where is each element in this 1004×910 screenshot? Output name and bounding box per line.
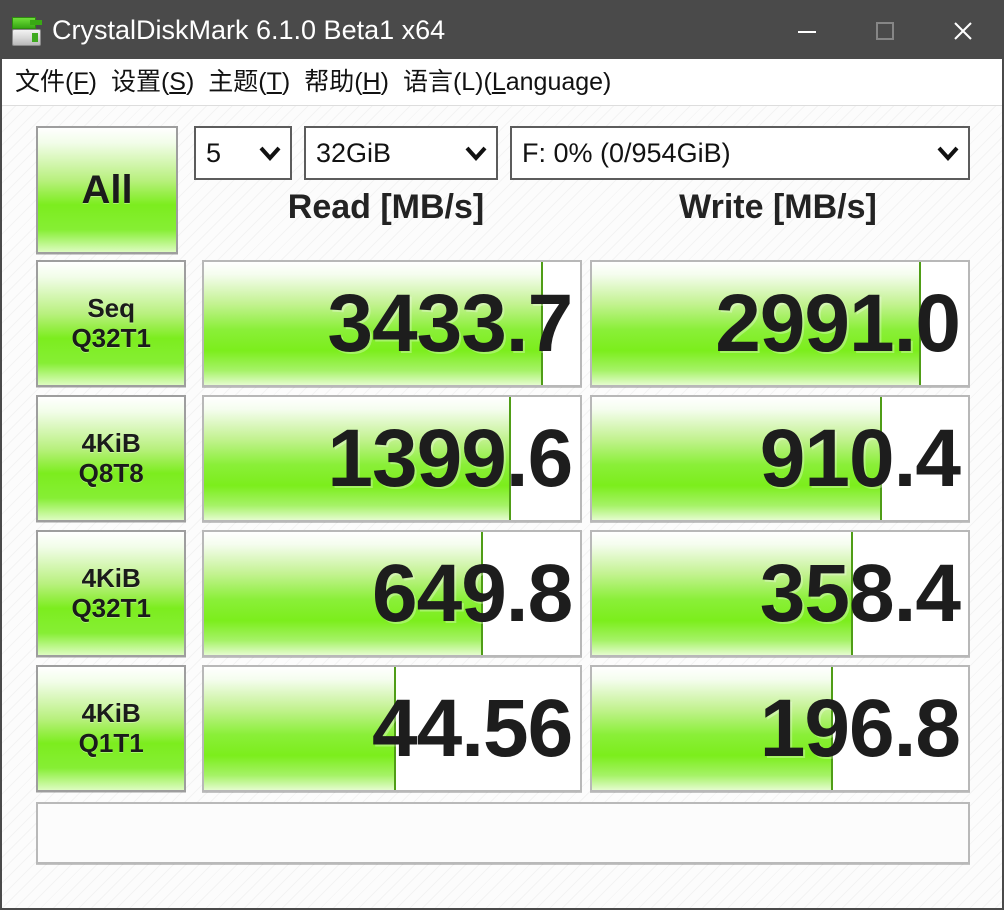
test-size-value: 32GiB [316, 137, 392, 168]
target-drive-value: F: 0% (0/954GiB) [522, 137, 731, 168]
result-bar-fill [204, 397, 511, 520]
result-read-seq-q32t1: 3433.7 [202, 260, 583, 387]
result-read-value: 1399.6 [327, 412, 573, 504]
menu-help-mnemonic: H [362, 67, 381, 96]
result-bar-fill [592, 397, 882, 520]
menu-item-settings[interactable]: 设置(S) [104, 68, 201, 97]
result-bar-fill [204, 262, 544, 385]
table-row: 4KiB Q1T1 44.56 196.8 [36, 665, 970, 792]
column-headers: Read [MB/s] Write [MB/s] [194, 188, 970, 227]
disk-drive-icon [10, 14, 44, 48]
menu-theme-post: ) [281, 67, 291, 96]
menu-help-post: ) [380, 67, 389, 96]
test-count-value: 5 [206, 137, 222, 168]
result-read-4kib-q32t1: 649.8 [202, 530, 583, 657]
test-button-4kib-q1t1[interactable]: 4KiB Q1T1 [36, 665, 187, 792]
result-write-value: 2991.0 [715, 277, 961, 369]
menu-file-pre: 文件( [15, 67, 74, 96]
row-label-line2: Q1T1 [78, 727, 144, 758]
row-label-line2: Q8T8 [78, 457, 144, 488]
main-content: All 5 32GiB [2, 106, 1002, 908]
table-row: 4KiB Q32T1 649.8 358.4 [36, 530, 970, 657]
row-label-line1: 4KiB [81, 427, 141, 458]
menu-item-help[interactable]: 帮助(H) [297, 68, 396, 97]
result-read-4kib-q8t8: 1399.6 [202, 395, 583, 522]
chevron-down-icon [936, 145, 960, 161]
result-read-4kib-q1t1: 44.56 [202, 665, 583, 792]
menu-settings-mnemonic: S [169, 67, 186, 96]
minimize-icon [798, 30, 816, 33]
header-read: Read [MB/s] [287, 188, 485, 226]
menu-help-pre: 帮助( [304, 67, 363, 96]
result-write-4kib-q1t1: 196.8 [590, 665, 970, 792]
result-write-4kib-q32t1: 358.4 [590, 530, 970, 657]
menu-theme-mnemonic: T [266, 67, 282, 96]
all-button-label: All [81, 167, 133, 212]
result-write-seq-q32t1: 2991.0 [590, 260, 970, 387]
result-read-value: 3433.7 [327, 277, 573, 369]
comment-input[interactable] [36, 802, 970, 864]
table-row: 4KiB Q8T8 1399.6 910.4 [36, 395, 970, 522]
result-write-value: 196.8 [759, 682, 961, 774]
menu-settings-post: ) [185, 67, 195, 96]
result-write-value: 910.4 [759, 412, 961, 504]
result-bar-fill [592, 532, 854, 655]
test-count-select[interactable]: 5 [194, 126, 292, 180]
row-label-line1: 4KiB [81, 562, 141, 593]
menu-language-pre: 语言(L)( [402, 67, 492, 96]
menu-file-post: ) [88, 67, 97, 96]
target-drive-select[interactable]: F: 0% (0/954GiB) [510, 126, 970, 180]
window-title: CrystalDiskMark 6.1.0 Beta1 x64 [52, 15, 446, 45]
test-button-seq-q32t1[interactable]: Seq Q32T1 [36, 260, 187, 387]
row-label-line2: Q32T1 [71, 592, 151, 623]
result-write-4kib-q8t8: 910.4 [590, 395, 970, 522]
maximize-button[interactable] [846, 2, 924, 59]
maximize-icon [876, 21, 894, 40]
header-write: Write [MB/s] [679, 188, 877, 226]
menu-item-file[interactable]: 文件(F) [8, 68, 104, 97]
window-buttons [768, 2, 1002, 59]
row-label-line2: Q32T1 [71, 322, 151, 353]
test-size-select[interactable]: 32GiB [304, 126, 498, 180]
menu-item-theme[interactable]: 主题(T) [201, 68, 297, 97]
menu-settings-pre: 设置( [110, 67, 170, 96]
menu-file-mnemonic: F [73, 67, 89, 96]
test-button-4kib-q8t8[interactable]: 4KiB Q8T8 [36, 395, 187, 522]
minimize-button[interactable] [768, 2, 846, 59]
combos-row: 5 32GiB F: 0% (0/954GiB) [194, 126, 970, 180]
table-row: Seq Q32T1 3433.7 2991.0 [36, 260, 970, 387]
result-write-value: 358.4 [759, 547, 961, 639]
menu-item-language[interactable]: 语言(L)(Language) [396, 68, 618, 97]
menu-bar: 文件(F) 设置(S) 主题(T) 帮助(H) 语言(L)(Language) [2, 59, 1002, 106]
result-read-value: 44.56 [371, 682, 573, 774]
menu-language-mnemonic: L [491, 67, 506, 96]
controls-column: 5 32GiB F: 0% (0/954GiB) [194, 126, 970, 227]
results-table: Seq Q32T1 3433.7 2991.0 4KiB Q8T8 [36, 260, 970, 792]
close-button[interactable] [924, 2, 1002, 59]
result-bar-fill [592, 667, 833, 790]
all-button[interactable]: All [36, 126, 178, 254]
result-bar-fill [592, 262, 922, 385]
menu-language-post: anguage) [505, 67, 612, 96]
menu-theme-pre: 主题( [208, 67, 267, 96]
row-label-line1: Seq [87, 292, 136, 323]
close-icon [954, 21, 972, 40]
test-button-4kib-q32t1[interactable]: 4KiB Q32T1 [36, 530, 187, 657]
chevron-down-icon [464, 145, 488, 161]
toolbar-row: All 5 32GiB [36, 126, 970, 256]
row-label-line1: 4KiB [81, 697, 141, 728]
result-bar-fill [204, 532, 483, 655]
chevron-down-icon [258, 145, 282, 161]
title-bar: CrystalDiskMark 6.1.0 Beta1 x64 [2, 2, 1002, 59]
result-bar-fill [204, 667, 397, 790]
result-read-value: 649.8 [371, 547, 573, 639]
